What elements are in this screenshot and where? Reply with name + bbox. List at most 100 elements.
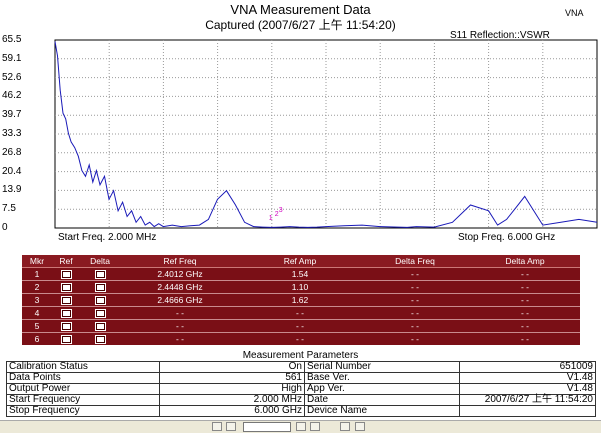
- ref-checkbox[interactable]: [52, 294, 80, 307]
- ref-checkbox-box[interactable]: [61, 270, 72, 279]
- marker-number: 6: [22, 333, 52, 346]
- col-delta-freq: Delta Freq: [360, 255, 470, 268]
- first-page-button[interactable]: [212, 422, 222, 431]
- param-label: Data Points: [7, 373, 160, 384]
- y-tick-label: 33.3: [2, 128, 32, 139]
- param-row: Data Points561Base Ver.V1.48: [7, 373, 596, 384]
- marker-number: 3: [22, 294, 52, 307]
- stop-freq-label: Stop Freq. 6.000 GHz: [458, 232, 555, 243]
- ref-freq: 2.4448 GHz: [120, 281, 240, 294]
- last-page-button[interactable]: [310, 422, 320, 431]
- param-value: On: [160, 362, 305, 373]
- delta-checkbox-box[interactable]: [95, 322, 106, 331]
- y-tick-label: 13.9: [2, 184, 32, 195]
- param-label: Date: [305, 395, 460, 406]
- param-value: V1.48: [460, 384, 596, 395]
- ref-freq: - -: [120, 320, 240, 333]
- param-label: Calibration Status: [7, 362, 160, 373]
- delta-amp: - -: [470, 320, 580, 333]
- ref-checkbox[interactable]: [52, 281, 80, 294]
- ref-freq: 2.4666 GHz: [120, 294, 240, 307]
- marker-table: Mkr Ref Delta Ref Freq Ref Amp Delta Fre…: [22, 255, 580, 345]
- next-page-button[interactable]: [296, 422, 306, 431]
- delta-checkbox-box[interactable]: [95, 335, 106, 344]
- ref-checkbox[interactable]: [52, 333, 80, 346]
- delta-amp: - -: [470, 294, 580, 307]
- col-ref-freq: Ref Freq: [120, 255, 240, 268]
- delta-checkbox-box[interactable]: [95, 296, 106, 305]
- delta-checkbox[interactable]: [80, 268, 120, 281]
- marker-number: 1: [22, 268, 52, 281]
- ref-amp: - -: [240, 307, 360, 320]
- y-tick-label: 20.4: [2, 166, 32, 177]
- ref-amp: 1.62: [240, 294, 360, 307]
- param-label: Start Frequency: [7, 395, 160, 406]
- col-mkr: Mkr: [22, 255, 52, 268]
- params-title: Measurement Parameters: [0, 350, 601, 361]
- marker-table-header: Mkr Ref Delta Ref Freq Ref Amp Delta Fre…: [22, 255, 580, 268]
- y-tick-label: 65.5: [2, 34, 32, 45]
- param-value: [460, 406, 596, 417]
- param-label: Stop Frequency: [7, 406, 160, 417]
- col-delta: Delta: [80, 255, 120, 268]
- param-value: 561: [160, 373, 305, 384]
- param-value: High: [160, 384, 305, 395]
- y-tick-label: 26.8: [2, 147, 32, 158]
- y-tick-label: 39.7: [2, 109, 32, 120]
- measurement-parameters-table: Calibration StatusOnSerial Number651009D…: [6, 361, 596, 417]
- param-label: Base Ver.: [305, 373, 460, 384]
- param-row: Output PowerHighApp Ver.V1.48: [7, 384, 596, 395]
- vswr-plot: 123: [0, 28, 601, 238]
- ref-amp: 1.10: [240, 281, 360, 294]
- delta-checkbox-box[interactable]: [95, 283, 106, 292]
- bottom-toolbar: [0, 420, 601, 433]
- delta-amp: - -: [470, 333, 580, 346]
- marker-number: 5: [22, 320, 52, 333]
- ref-checkbox-box[interactable]: [61, 296, 72, 305]
- delta-checkbox[interactable]: [80, 320, 120, 333]
- param-value: V1.48: [460, 373, 596, 384]
- delta-checkbox[interactable]: [80, 333, 120, 346]
- delta-freq: - -: [360, 307, 470, 320]
- param-value: 651009: [460, 362, 596, 373]
- ref-checkbox-box[interactable]: [61, 322, 72, 331]
- ref-checkbox-box[interactable]: [61, 283, 72, 292]
- ref-checkbox-box[interactable]: [61, 309, 72, 318]
- param-value: 6.000 GHz: [160, 406, 305, 417]
- vna-tag: VNA: [565, 8, 584, 18]
- col-delta-amp: Delta Amp: [470, 255, 580, 268]
- y-tick-label: 7.5: [2, 203, 32, 214]
- delta-checkbox-box[interactable]: [95, 270, 106, 279]
- ref-amp: 1.54: [240, 268, 360, 281]
- marker-label: 3: [279, 207, 283, 214]
- y-tick-label: 52.6: [2, 72, 32, 83]
- prev-page-button[interactable]: [226, 422, 236, 431]
- page-number-input[interactable]: [243, 422, 291, 432]
- ref-checkbox[interactable]: [52, 320, 80, 333]
- page-title: VNA Measurement Data: [0, 2, 601, 17]
- zoom-in-button[interactable]: [340, 422, 350, 431]
- ref-checkbox-box[interactable]: [61, 335, 72, 344]
- ref-freq: - -: [120, 307, 240, 320]
- delta-checkbox-box[interactable]: [95, 309, 106, 318]
- ref-checkbox[interactable]: [52, 268, 80, 281]
- y-tick-label: 0: [2, 222, 32, 233]
- ref-freq: 2.4012 GHz: [120, 268, 240, 281]
- delta-freq: - -: [360, 333, 470, 346]
- delta-checkbox[interactable]: [80, 307, 120, 320]
- delta-checkbox[interactable]: [80, 281, 120, 294]
- delta-checkbox[interactable]: [80, 294, 120, 307]
- param-row: Calibration StatusOnSerial Number651009: [7, 362, 596, 373]
- y-tick-label: 46.2: [2, 90, 32, 101]
- y-tick-label: 59.1: [2, 53, 32, 64]
- col-ref-amp: Ref Amp: [240, 255, 360, 268]
- marker-row: 22.4448 GHz1.10- -- -: [22, 281, 580, 294]
- start-freq-label: Start Freq. 2.000 MHz: [58, 232, 156, 243]
- marker-row: 6- -- -- -- -: [22, 333, 580, 346]
- delta-amp: - -: [470, 281, 580, 294]
- ref-amp: - -: [240, 320, 360, 333]
- zoom-out-button[interactable]: [355, 422, 365, 431]
- ref-checkbox[interactable]: [52, 307, 80, 320]
- delta-freq: - -: [360, 268, 470, 281]
- marker-number: 2: [22, 281, 52, 294]
